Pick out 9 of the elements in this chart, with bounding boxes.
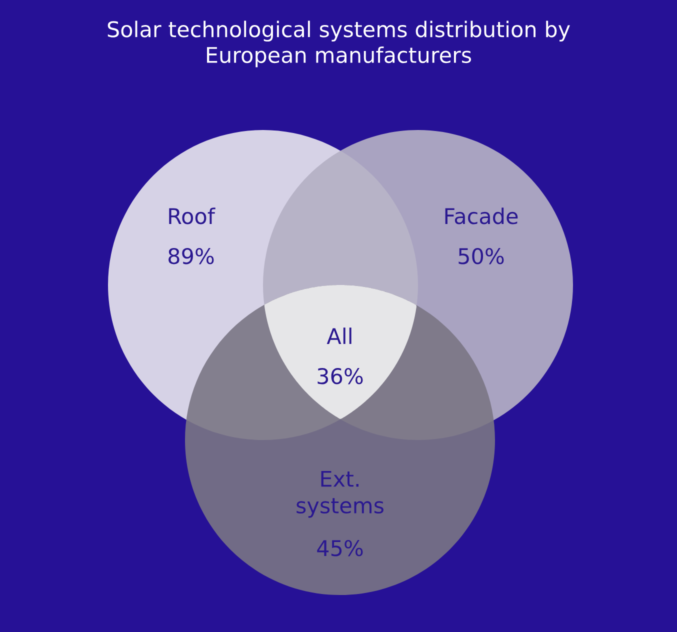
category-label: Ext. systems bbox=[296, 470, 384, 518]
data-label: 89% bbox=[168, 248, 214, 264]
text: Solar technological systems distribution by European manufacturers bbox=[108, 20, 570, 68]
data-label: 45% bbox=[317, 540, 363, 556]
category-label: Facade bbox=[445, 208, 518, 224]
category-label: All bbox=[326, 328, 352, 344]
data-label: 36% bbox=[318, 368, 363, 384]
data-label: 50% bbox=[458, 248, 504, 264]
category-label: Roof bbox=[169, 208, 216, 224]
